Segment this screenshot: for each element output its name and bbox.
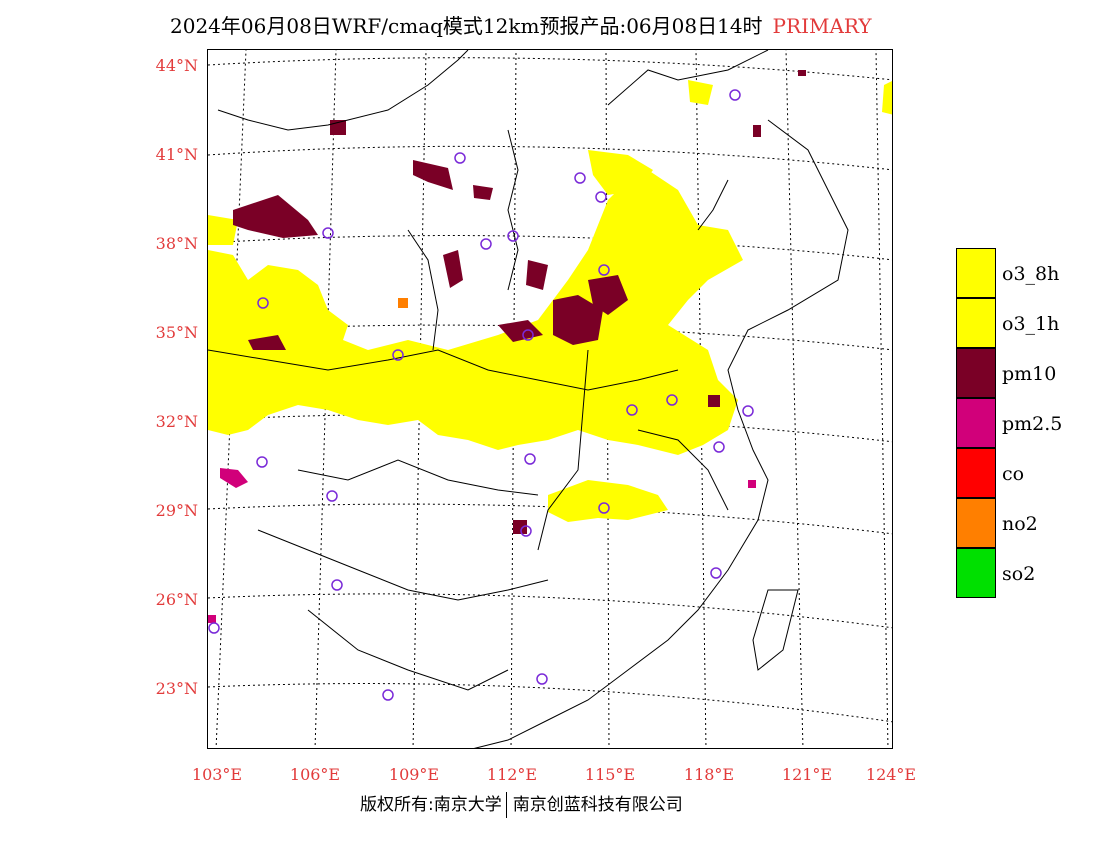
lat-label-41: 41°N (155, 145, 198, 164)
lat-label-35: 35°N (155, 323, 198, 342)
lat-label-26: 26°N (155, 590, 198, 609)
lon-label-106: 106°E (289, 765, 341, 784)
lon-label-121: 121°E (781, 765, 833, 784)
map-canvas (208, 50, 892, 748)
lon-label-115: 115°E (584, 765, 636, 784)
lon-label-118: 118°E (683, 765, 735, 784)
legend-label-no2: no2 (1002, 513, 1038, 535)
legend-swatch-o3-8h (956, 248, 996, 298)
pm25-exceedance-areas (208, 468, 756, 623)
title-primary-tag: PRIMARY (772, 14, 872, 38)
legend-label-o3-1h: o3_1h (1002, 313, 1060, 335)
lon-label-109: 109°E (388, 765, 440, 784)
lat-label-29: 29°N (155, 501, 198, 520)
boundary-lines (208, 50, 849, 748)
lat-label-38: 38°N (155, 234, 198, 253)
copyright-footer: 版权所有:南京大学 南京创蓝科技有限公司 (360, 790, 780, 818)
map-title: 2024年06月08日WRF/cmaq模式12km预报产品:06月08日14时 P… (170, 10, 1010, 39)
legend-swatch-co (956, 448, 996, 498)
lat-label-23: 23°N (155, 679, 198, 698)
legend-item-o3-8h: o3_8h (956, 248, 1086, 298)
no2-exceedance-areas (398, 298, 408, 308)
legend-item-pm25: pm2.5 (956, 398, 1086, 448)
legend-swatch-no2 (956, 498, 996, 548)
title-text: 2024年06月08日WRF/cmaq模式12km预报产品:06月08日14时 (170, 14, 763, 38)
footer-separator (505, 792, 507, 818)
o3-exceedance-areas (208, 80, 892, 522)
lon-label-112: 112°E (486, 765, 538, 784)
lat-label-32: 32°N (155, 412, 198, 431)
legend-label-so2: so2 (1002, 563, 1036, 585)
pollutant-legend: o3_8h o3_1h pm10 pm2.5 co no2 so2 (956, 248, 1086, 598)
legend-swatch-pm10 (956, 348, 996, 398)
legend-label-o3-8h: o3_8h (1002, 263, 1060, 285)
lat-label-44: 44°N (155, 56, 198, 75)
map-panel (207, 49, 893, 749)
legend-item-co: co (956, 448, 1086, 498)
legend-swatch-so2 (956, 548, 996, 598)
station-markers (208, 89, 754, 701)
legend-item-o3-1h: o3_1h (956, 298, 1086, 348)
lon-label-124: 124°E (865, 765, 917, 784)
footer-copyright: 版权所有:南京大学 (360, 795, 502, 815)
legend-label-co: co (1002, 463, 1025, 485)
legend-item-no2: no2 (956, 498, 1086, 548)
lon-label-103: 103°E (191, 765, 243, 784)
legend-label-pm10: pm10 (1002, 363, 1057, 385)
legend-label-pm25: pm2.5 (1002, 413, 1063, 435)
legend-swatch-pm25 (956, 398, 996, 448)
legend-item-pm10: pm10 (956, 348, 1086, 398)
legend-item-so2: so2 (956, 548, 1086, 598)
footer-company: 南京创蓝科技有限公司 (512, 795, 683, 815)
legend-swatch-o3-1h (956, 298, 996, 348)
